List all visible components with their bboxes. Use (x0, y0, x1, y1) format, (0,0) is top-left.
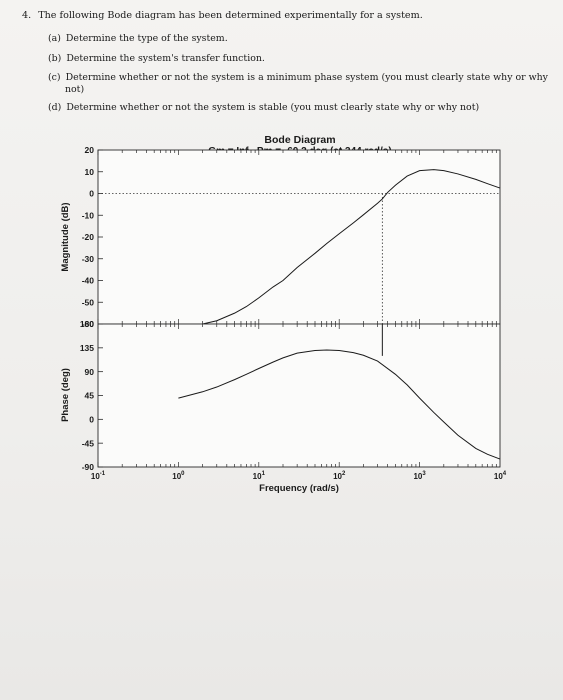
phase-y-tick-label: 45 (85, 391, 95, 401)
frequency-tick-label: 100 (172, 471, 185, 481)
magnitude-y-tick-label: -60 (82, 319, 95, 329)
part-a-text: Determine the type of the system. (65, 33, 228, 44)
magnitude-y-tick-label: -50 (82, 297, 95, 307)
part-a-label: (a) (48, 33, 61, 44)
phase-y-tick-label: 135 (80, 343, 94, 353)
tick-base: 10 (333, 472, 342, 481)
part-b-text: Determine the system's transfer function… (66, 53, 265, 64)
phase-y-tick-label: -45 (82, 438, 95, 448)
frequency-tick-label: 101 (253, 471, 266, 481)
part-a: (a) Determine the type of the system. (48, 33, 548, 45)
part-d-label: (d) (48, 102, 62, 113)
phase-y-tick-label: 180 (80, 319, 94, 329)
tick-exponent: 4 (503, 471, 507, 477)
part-c-label: (c) (48, 72, 61, 83)
phase-y-ticks: 180 135 90 45 0 -45 -90 (80, 319, 103, 472)
frequency-tick-label: 102 (333, 471, 346, 481)
tick-base: 10 (494, 472, 503, 481)
magnitude-y-tick-label: -30 (82, 254, 95, 264)
part-b-label: (b) (48, 53, 62, 64)
magnitude-y-tick-label: 20 (85, 145, 95, 155)
magnitude-plot-frame (97, 149, 501, 325)
tick-exponent: 1 (262, 471, 266, 477)
tick-base: 10 (172, 472, 181, 481)
magnitude-y-tick-label: -20 (82, 232, 95, 242)
chart-title: Bode Diagram (264, 134, 335, 146)
tick-base: 10 (253, 472, 262, 481)
frequency-axis-label: Frequency (rad/s) (259, 483, 339, 494)
tick-exponent: 0 (181, 471, 185, 477)
phase-axis-label: Phase (deg) (60, 368, 71, 422)
phase-x-minor-ticks (97, 324, 497, 467)
frequency-tick-label: 104 (494, 471, 507, 481)
tick-exponent: 3 (422, 471, 426, 477)
magnitude-y-tick-label: 0 (89, 189, 94, 199)
part-b: (b) Determine the system's transfer funct… (48, 53, 548, 65)
question-text: The following Bode diagram has been dete… (38, 10, 423, 21)
magnitude-curve (202, 169, 501, 325)
phase-y-tick-label: 0 (89, 415, 94, 425)
magnitude-y-tick-label: -10 (82, 210, 95, 220)
part-d: (d) Determine whether or not the system i… (48, 102, 548, 114)
question-header: 4. The following Bode diagram has been d… (22, 10, 423, 21)
frequency-tick-labels: 10-1 100 101 102 103 104 (91, 471, 507, 481)
frequency-tick-label: 10-1 (91, 471, 106, 481)
part-c-continuation: not) (65, 84, 85, 95)
phase-curve (178, 349, 501, 460)
tick-base: 10 (413, 472, 422, 481)
part-c: (c) Determine whether or not the system i… (48, 72, 548, 96)
magnitude-y-ticks: 20 10 0 -10 -20 -30 -40 -50 -60 (82, 145, 103, 329)
magnitude-x-minor-ticks (97, 150, 497, 324)
phase-y-tick-label: -90 (82, 462, 95, 472)
phase-y-tick-label: 90 (85, 367, 95, 377)
magnitude-y-tick-label: 10 (85, 167, 95, 177)
magnitude-y-tick-label: -40 (82, 276, 95, 286)
tick-exponent: 2 (342, 471, 346, 477)
magnitude-panel: 20 10 0 -10 -20 -30 -40 -50 -60 Magnitude (dB) (60, 145, 501, 329)
tick-base: 10 (91, 472, 100, 481)
magnitude-axis-label: Magnitude (dB) (60, 202, 71, 271)
phase-plot-frame (97, 323, 501, 468)
tick-exponent: -1 (100, 471, 106, 477)
frequency-tick-label: 103 (413, 471, 426, 481)
part-c-text: Determine whether or not the system is a… (65, 72, 548, 83)
part-d-text: Determine whether or not the system is s… (66, 102, 480, 113)
question-number: 4. (22, 10, 32, 21)
